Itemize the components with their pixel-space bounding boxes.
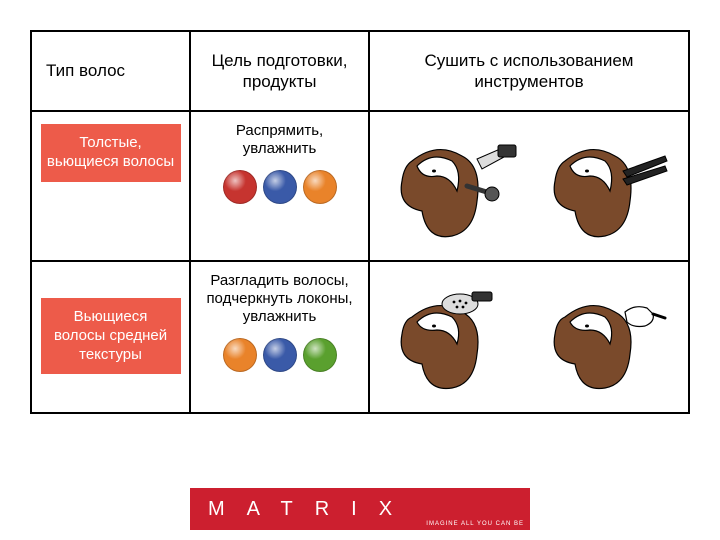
brand-logo-text: MATRIX [190,498,414,521]
brand-logo-wrap: MATRIX IMAGINE ALL YOU CAN BE [0,488,720,530]
header-label-tools: Сушить с использованием инструментов [376,50,682,93]
header-row: Тип волос Цель подготовки, продукты Суши… [32,32,688,112]
product-circles [223,170,337,204]
flat-iron-icon [535,131,675,241]
cell-goal: Разгладить волосы, подчеркнуть локоны, у… [191,262,370,412]
goal-text: Разгладить волосы, подчеркнуть локоны, у… [197,272,362,326]
product-icon [263,338,297,372]
brand-logo-tagline: IMAGINE ALL YOU CAN BE [426,521,524,527]
product-icon [263,170,297,204]
hands-icon [535,282,675,392]
cell-goal: Распрямить, увлажнить [191,112,370,260]
cell-tools [370,112,688,260]
header-cell-type: Тип волос [32,32,191,110]
product-icon [303,170,337,204]
header-label-goal: Цель подготовки, продукты [197,50,362,93]
cell-hair-type: Вьющиеся волосы средней текстуры [32,262,191,412]
product-icon [303,338,337,372]
hair-prep-table: Тип волос Цель подготовки, продукты Суши… [30,30,690,414]
header-label-type: Тип волос [38,60,125,81]
cell-tools [370,262,688,412]
hair-type-block: Толстые, вьющиеся волосы [41,124,181,182]
header-cell-tools: Сушить с использованием инструментов [370,32,688,110]
diffuser-icon [382,282,522,392]
header-cell-goal: Цель подготовки, продукты [191,32,370,110]
cell-hair-type: Толстые, вьющиеся волосы [32,112,191,260]
product-icon [223,338,257,372]
product-circles [223,338,337,372]
brush-blowdry-icon [382,131,522,241]
table-row: Толстые, вьющиеся волосы Распрямить, увл… [32,112,688,262]
hair-type-block: Вьющиеся волосы средней текстуры [41,298,181,374]
brand-logo: MATRIX IMAGINE ALL YOU CAN BE [190,488,530,530]
goal-text: Распрямить, увлажнить [197,122,362,158]
table-row: Вьющиеся волосы средней текстуры Разглад… [32,262,688,412]
product-icon [223,170,257,204]
